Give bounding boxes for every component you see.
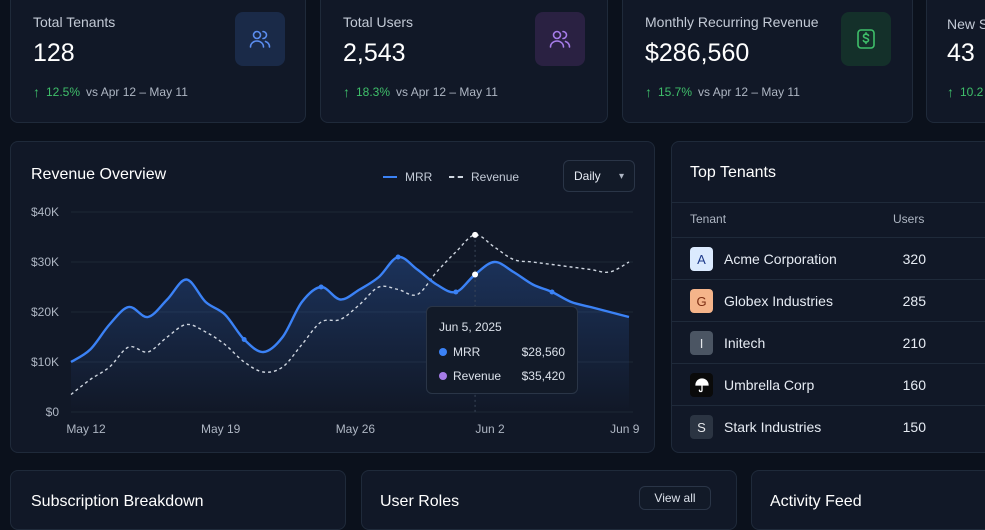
subscription-breakdown-panel: Subscription Breakdown xyxy=(10,470,346,530)
tooltip-row-revenue: Revenue $35,420 xyxy=(439,369,565,383)
tenant-users: 320 xyxy=(902,251,926,267)
table-row[interactable]: S Stark Industries 150 xyxy=(672,405,985,448)
stat-value: 43 xyxy=(947,39,975,67)
stat-value: 2,543 xyxy=(343,39,406,67)
stat-card-mrr: Monthly Recurring Revenue $286,560 ↑ 15.… xyxy=(622,0,913,123)
chart-tooltip: Jun 5, 2025 MRR $28,560 Revenue $35,420 xyxy=(426,306,578,394)
tooltip-row-mrr: MRR $28,560 xyxy=(439,345,565,359)
x-tick-label: May 19 xyxy=(201,422,241,436)
tenant-avatar: G xyxy=(690,289,713,313)
stat-value: $286,560 xyxy=(645,39,750,67)
stat-trend: ↑ 12.5% vs Apr 12 – May 11 xyxy=(33,84,188,100)
table-row[interactable]: I Initech 210 xyxy=(672,321,985,364)
tenant-name: Globex Industries xyxy=(724,293,833,309)
data-point-mrr xyxy=(395,254,401,260)
x-tick-label: May 26 xyxy=(336,422,376,436)
stat-trend: ↑ 18.3% vs Apr 12 – May 11 xyxy=(343,84,498,100)
panel-title: Top Tenants xyxy=(690,164,776,181)
y-tick-label: $10K xyxy=(31,355,59,369)
tenant-avatar: S xyxy=(690,415,713,439)
activity-feed-panel: Activity Feed xyxy=(751,470,985,530)
tenant-name: Stark Industries xyxy=(724,419,822,435)
legend-mrr: MRR xyxy=(383,170,432,184)
data-point-mrr xyxy=(453,289,459,295)
users-icon xyxy=(235,12,285,66)
legend-revenue: Revenue xyxy=(449,170,519,184)
tenant-users: 160 xyxy=(902,377,926,393)
table-row[interactable]: A Acme Corporation 320 xyxy=(672,237,985,280)
data-point-mrr xyxy=(549,289,555,295)
tenant-name: Acme Corporation xyxy=(724,251,837,267)
arrow-up-icon: ↑ xyxy=(33,84,40,100)
stat-trend: ↑ 15.7% vs Apr 12 – May 11 xyxy=(645,84,800,100)
tenant-name: Umbrella Corp xyxy=(724,377,815,393)
data-point-mrr xyxy=(318,284,324,290)
column-header-tenant: Tenant xyxy=(690,212,727,226)
table-row[interactable]: Umbrella Corp 160 xyxy=(672,363,985,406)
data-point-mrr-highlight xyxy=(472,271,479,278)
tenant-users: 150 xyxy=(902,419,926,435)
y-tick-label: $30K xyxy=(31,255,59,269)
panel-title: User Roles xyxy=(380,493,460,510)
tenant-avatar: A xyxy=(690,247,713,271)
panel-header: Top Tenants xyxy=(672,142,985,203)
data-point-mrr xyxy=(241,337,247,342)
arrow-up-icon: ↑ xyxy=(645,84,652,100)
data-point-revenue-highlight xyxy=(472,231,479,238)
stat-label: New S xyxy=(947,16,985,32)
period-select[interactable]: Daily ▾ xyxy=(563,160,635,192)
stat-label: Total Tenants xyxy=(33,14,116,30)
tenant-users: 285 xyxy=(902,293,926,309)
column-header-users: Users xyxy=(893,212,925,226)
stat-card-total-tenants: Total Tenants 128 ↑ 12.5% vs Apr 12 – Ma… xyxy=(10,0,306,123)
panel-title: Subscription Breakdown xyxy=(31,493,204,510)
y-tick-label: $20K xyxy=(31,305,59,319)
panel-title: Revenue Overview xyxy=(31,166,167,183)
umbrella-icon xyxy=(690,373,713,397)
stat-value: 128 xyxy=(33,39,75,67)
y-tick-label: $40K xyxy=(31,205,59,219)
revenue-chart: $0 $10K $20K $30K $40K May 12 May 19 May 26 Jun… xyxy=(31,205,640,436)
revenue-overview-panel: Revenue Overview MRR Revenue Daily ▾ $0 $… xyxy=(10,141,655,453)
chevron-down-icon: ▾ xyxy=(618,170,624,182)
stat-trend: ↑ 10.2 xyxy=(947,84,984,100)
arrow-up-icon: ↑ xyxy=(947,84,954,100)
user-roles-panel: User Roles View all xyxy=(361,470,737,530)
x-tick-label: May 12 xyxy=(66,422,106,436)
top-tenants-panel: Top Tenants Tenant Users A Acme Corporat… xyxy=(671,141,985,453)
series-line-revenue xyxy=(70,234,630,396)
tenant-avatar: I xyxy=(690,331,713,355)
dollar-icon xyxy=(841,12,891,66)
tenant-name: Initech xyxy=(724,335,766,351)
x-tick-label: Jun 2 xyxy=(475,422,505,436)
x-tick-label: Jun 9 xyxy=(610,422,640,436)
series-line-mrr xyxy=(70,255,630,364)
table-row[interactable]: G Globex Industries 285 xyxy=(672,279,985,322)
view-all-button[interactable]: View all xyxy=(639,486,711,510)
users-icon xyxy=(535,12,585,66)
panel-title: Activity Feed xyxy=(770,493,862,510)
stat-card-total-users: Total Users 2,543 ↑ 18.3% vs Apr 12 – Ma… xyxy=(320,0,608,123)
stat-card-new-subscriptions: New S 43 ↑ 10.2 xyxy=(926,0,985,123)
stat-label: Total Users xyxy=(343,14,414,30)
arrow-up-icon: ↑ xyxy=(343,84,350,100)
stat-label: Monthly Recurring Revenue xyxy=(645,14,819,30)
tenant-users: 210 xyxy=(902,335,926,351)
y-tick-label: $0 xyxy=(46,405,60,419)
